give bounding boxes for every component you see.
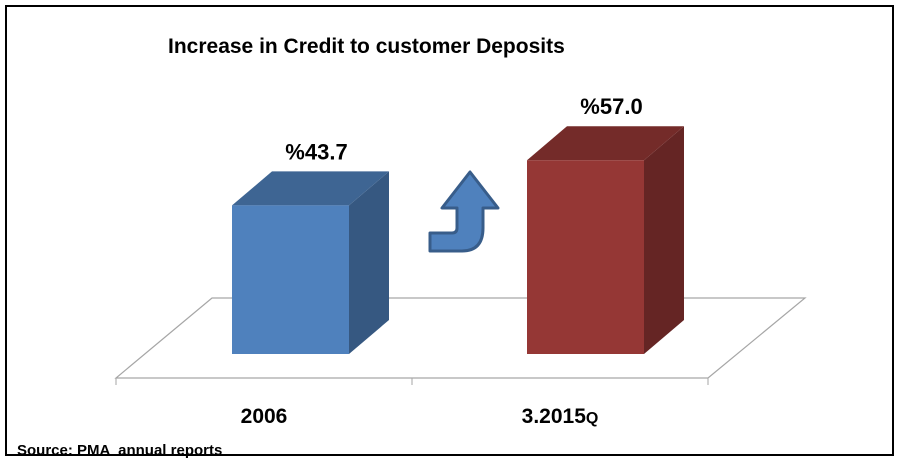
chart-title: Increase in Credit to customer Deposits bbox=[168, 35, 565, 58]
chart-frame bbox=[5, 5, 894, 456]
bar-3.2015Q bbox=[527, 160, 644, 354]
data-label-1: %57.0 bbox=[580, 94, 642, 119]
source-note: Source: PMA annual reports bbox=[17, 442, 223, 459]
bar-top-0 bbox=[232, 171, 389, 206]
up-arrow-icon bbox=[428, 170, 500, 253]
bars-group: %43.7 %57.0 bbox=[232, 94, 684, 354]
data-label-0: %43.7 bbox=[285, 139, 347, 164]
bar-top-1 bbox=[527, 126, 684, 161]
category-label-2006: 2006 bbox=[241, 405, 288, 428]
bar-side-0 bbox=[349, 171, 389, 354]
category-label-2015q3: 3.2015Q bbox=[522, 405, 599, 428]
floor-plane bbox=[114, 297, 807, 379]
bar-2006 bbox=[232, 205, 349, 354]
bar-side-1 bbox=[644, 126, 684, 354]
category-labels: 2006 3.2015Q bbox=[241, 405, 599, 428]
